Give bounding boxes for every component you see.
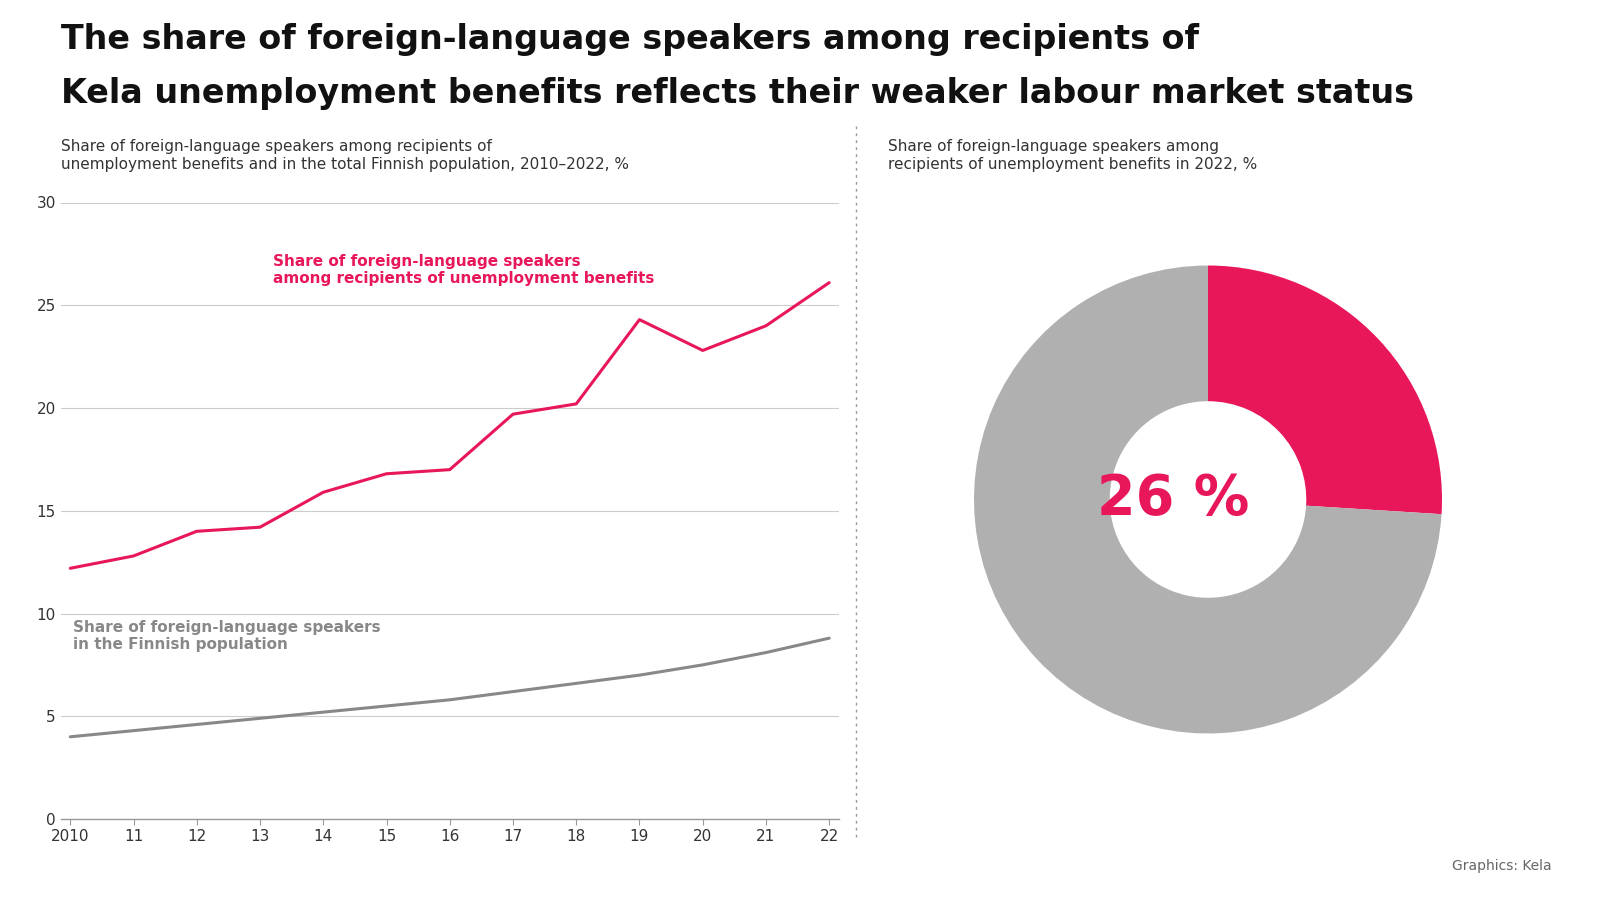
Text: The share of foreign-language speakers among recipients of: The share of foreign-language speakers a… (61, 22, 1198, 56)
Wedge shape (974, 266, 1442, 734)
Wedge shape (1208, 266, 1442, 514)
Text: 26 %: 26 % (1096, 472, 1250, 526)
Text: Share of foreign-language speakers
in the Finnish population: Share of foreign-language speakers in th… (74, 620, 381, 652)
Text: Share of foreign-language speakers among recipients of
unemployment benefits and: Share of foreign-language speakers among… (61, 140, 629, 172)
Text: Share of foreign-language speakers
among recipients of unemployment benefits: Share of foreign-language speakers among… (272, 254, 654, 286)
Text: Kela unemployment benefits reflects their weaker labour market status: Kela unemployment benefits reflects thei… (61, 76, 1414, 110)
Text: Graphics: Kela: Graphics: Kela (1453, 859, 1552, 873)
Text: Share of foreign-language speakers among
recipients of unemployment benefits in : Share of foreign-language speakers among… (888, 140, 1258, 172)
